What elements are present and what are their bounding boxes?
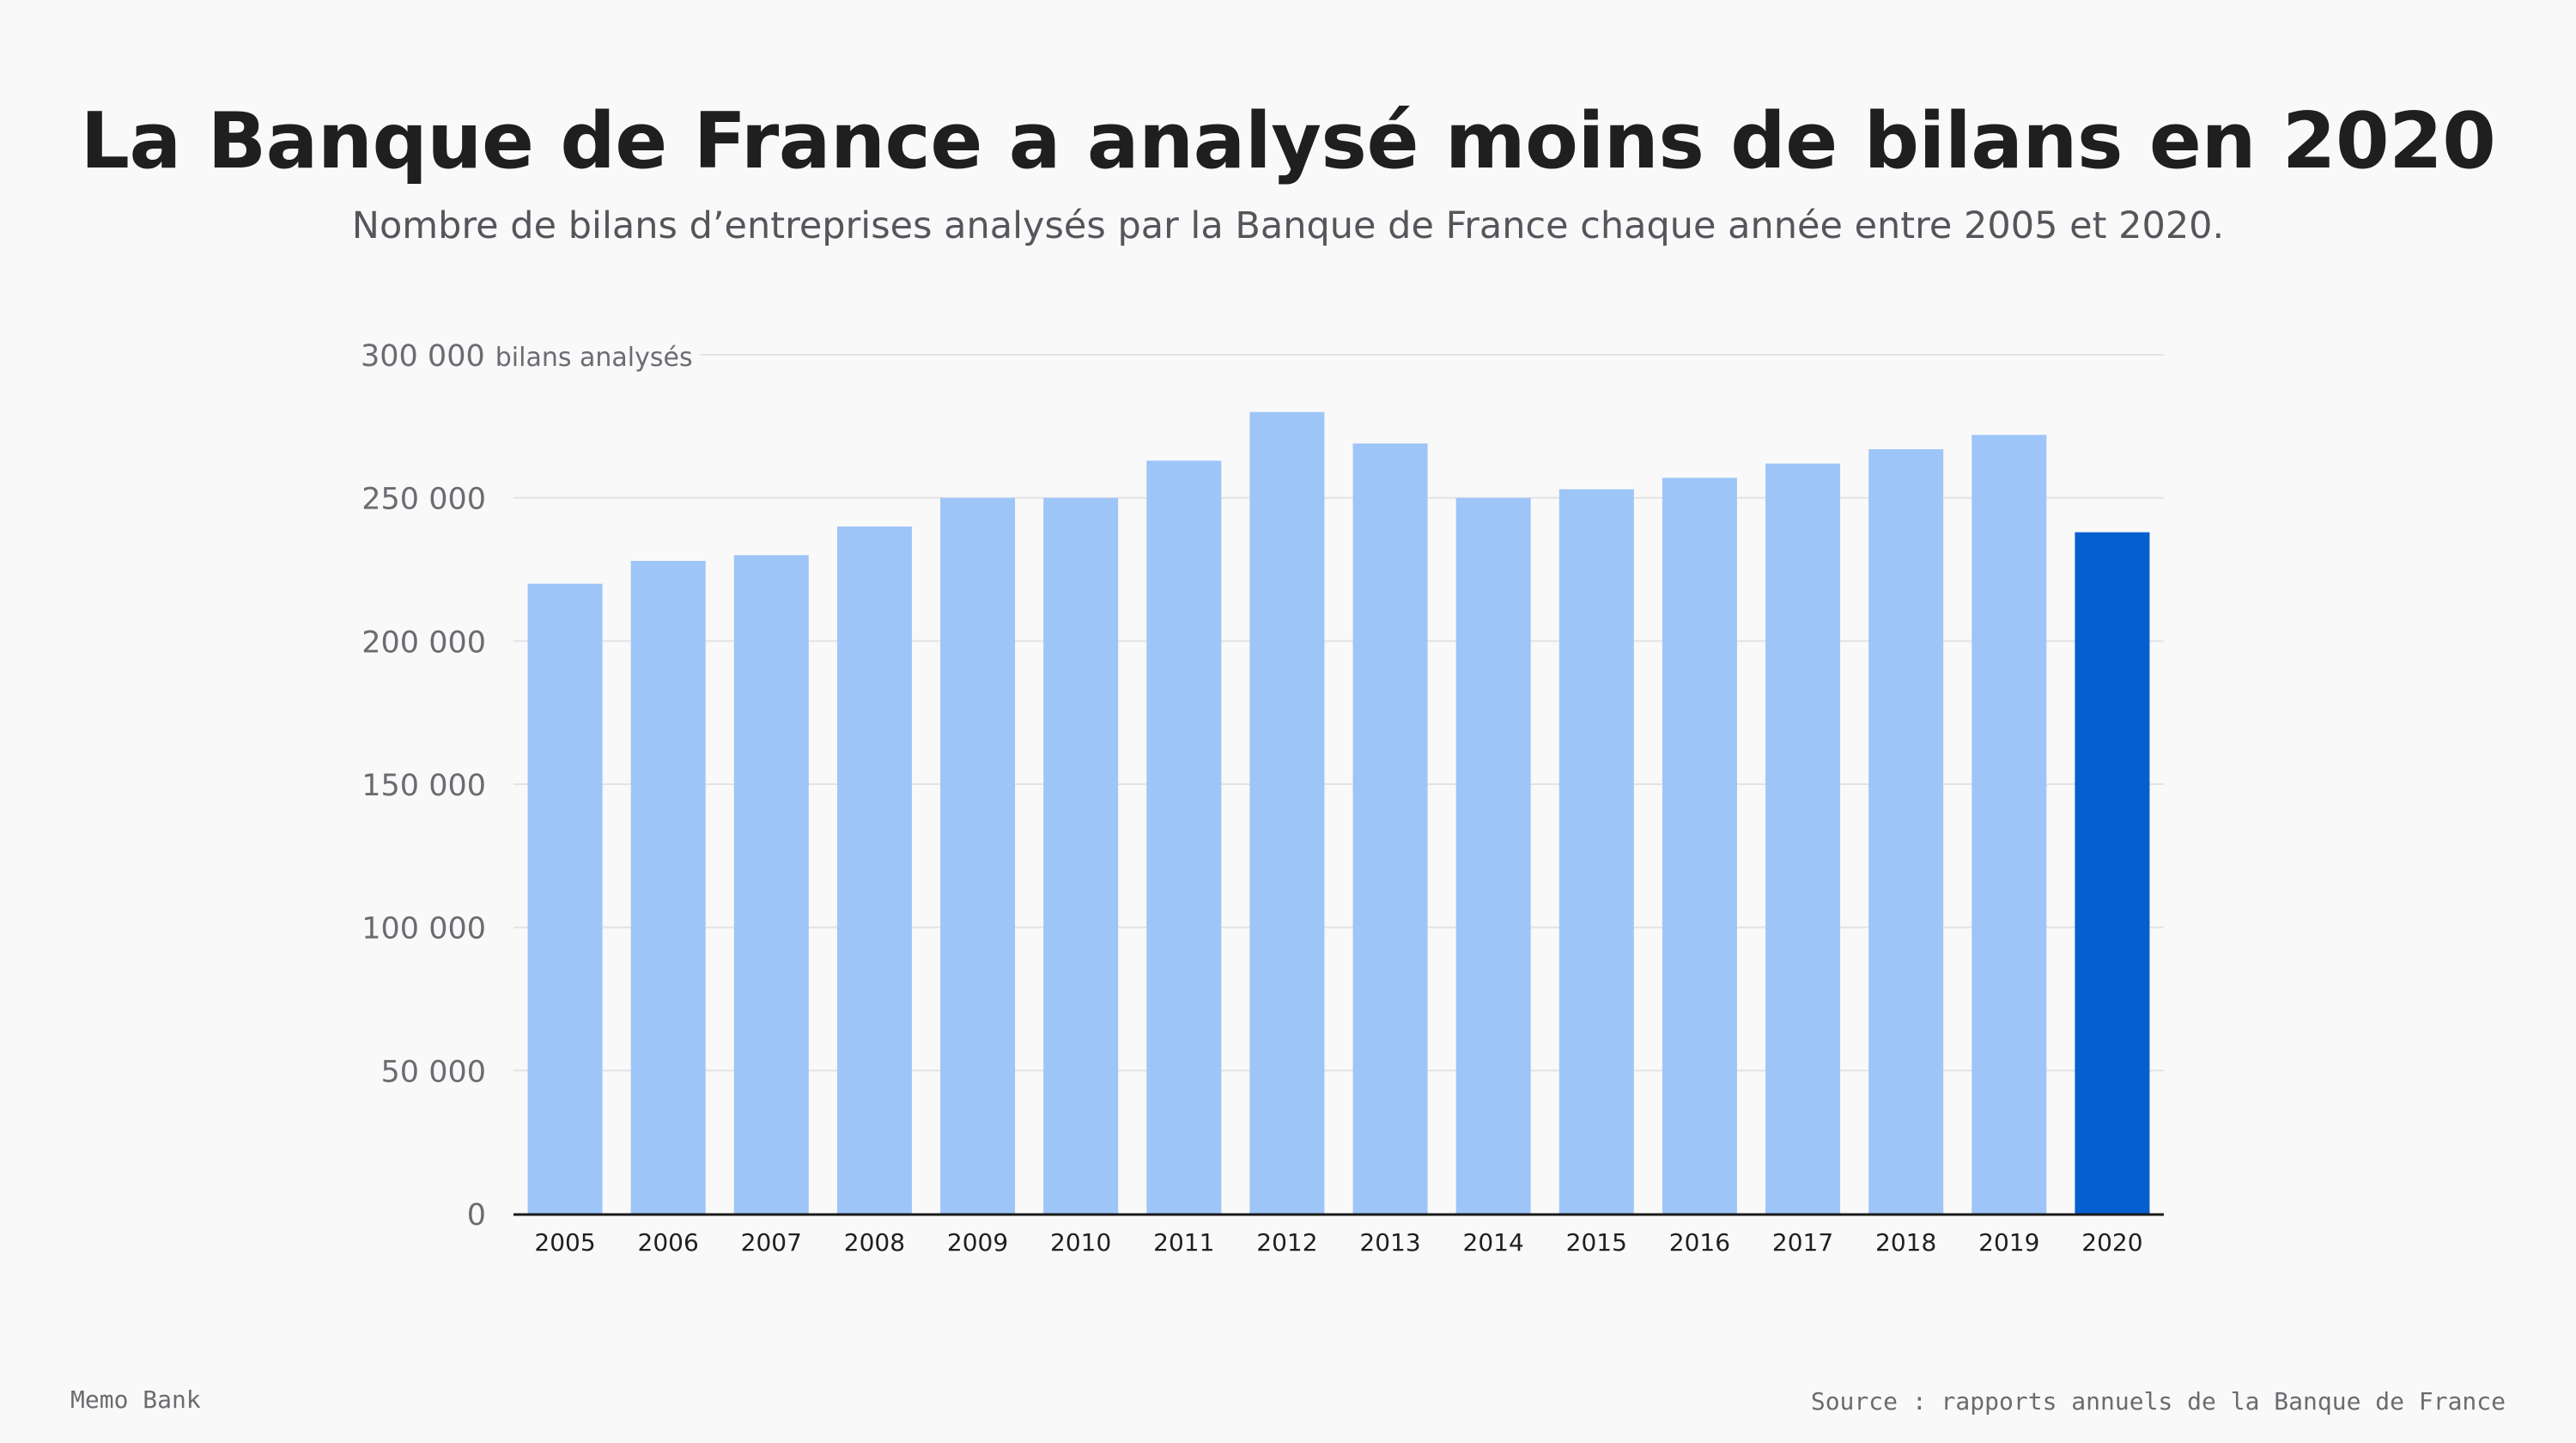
bar-2006: [630, 561, 706, 1214]
bar-2012: [1249, 411, 1325, 1215]
y-tick-label: 300 000 bilans analysés: [361, 339, 693, 374]
bar-2013: [1352, 443, 1428, 1214]
x-tick-label: 2020: [2081, 1228, 2142, 1257]
bar-2014: [1455, 497, 1531, 1214]
x-tick-label: 2009: [947, 1228, 1008, 1257]
bar-2010: [1043, 497, 1119, 1214]
y-tick-label: 150 000: [361, 769, 486, 803]
x-tick-label: 2017: [1772, 1228, 1833, 1257]
bar-2011: [1146, 460, 1222, 1214]
x-tick-label: 2010: [1050, 1228, 1111, 1257]
source-footer: Source : rapports annuels de la Banque d…: [1810, 1387, 2506, 1416]
x-tick-label: 2018: [1875, 1228, 1936, 1257]
x-tick-label: 2014: [1463, 1228, 1524, 1257]
bar-2016: [1662, 478, 1737, 1214]
labels: 0 50 000 100 000 150 000 200 000 250 000 300 0…: [361, 339, 2143, 1257]
y-tick-label: 0: [467, 1198, 486, 1233]
y-tick-label: 250 000: [361, 483, 486, 517]
y-unit-label: bilans analysés: [495, 343, 693, 373]
x-tick-label: 2012: [1256, 1228, 1317, 1257]
x-tick-label: 2013: [1359, 1228, 1420, 1257]
y-tick-label: 200 000: [361, 625, 486, 660]
x-tick-label: 2019: [1978, 1228, 2039, 1257]
bar-2008: [836, 527, 912, 1214]
bar-2015: [1558, 489, 1634, 1214]
bars: [527, 411, 2150, 1215]
chart-subtitle: Nombre de bilans d’entreprises analysés …: [351, 204, 2225, 247]
bar-2020: [2075, 532, 2150, 1214]
bar-2017: [1765, 463, 1841, 1214]
x-tick-label: 2006: [638, 1228, 699, 1257]
x-tick-label: 2008: [844, 1228, 905, 1257]
bar-2018: [1868, 449, 1944, 1214]
y-tick-label: 50 000: [381, 1055, 486, 1089]
y-tick-label: 100 000: [361, 912, 486, 947]
x-tick-label: 2015: [1566, 1228, 1627, 1257]
brand-footer: Memo Bank: [70, 1385, 201, 1414]
bar-2019: [1971, 435, 2047, 1214]
x-tick-label: 2011: [1153, 1228, 1214, 1257]
bar-2007: [733, 555, 809, 1214]
bar-2009: [940, 497, 1016, 1214]
bar-2005: [527, 583, 603, 1214]
x-tick-label: 2007: [741, 1228, 802, 1257]
chart-title: La Banque de France a analysé moins de b…: [80, 96, 2496, 186]
x-tick-label: 2005: [534, 1228, 595, 1257]
x-tick-label: 2016: [1669, 1228, 1730, 1257]
